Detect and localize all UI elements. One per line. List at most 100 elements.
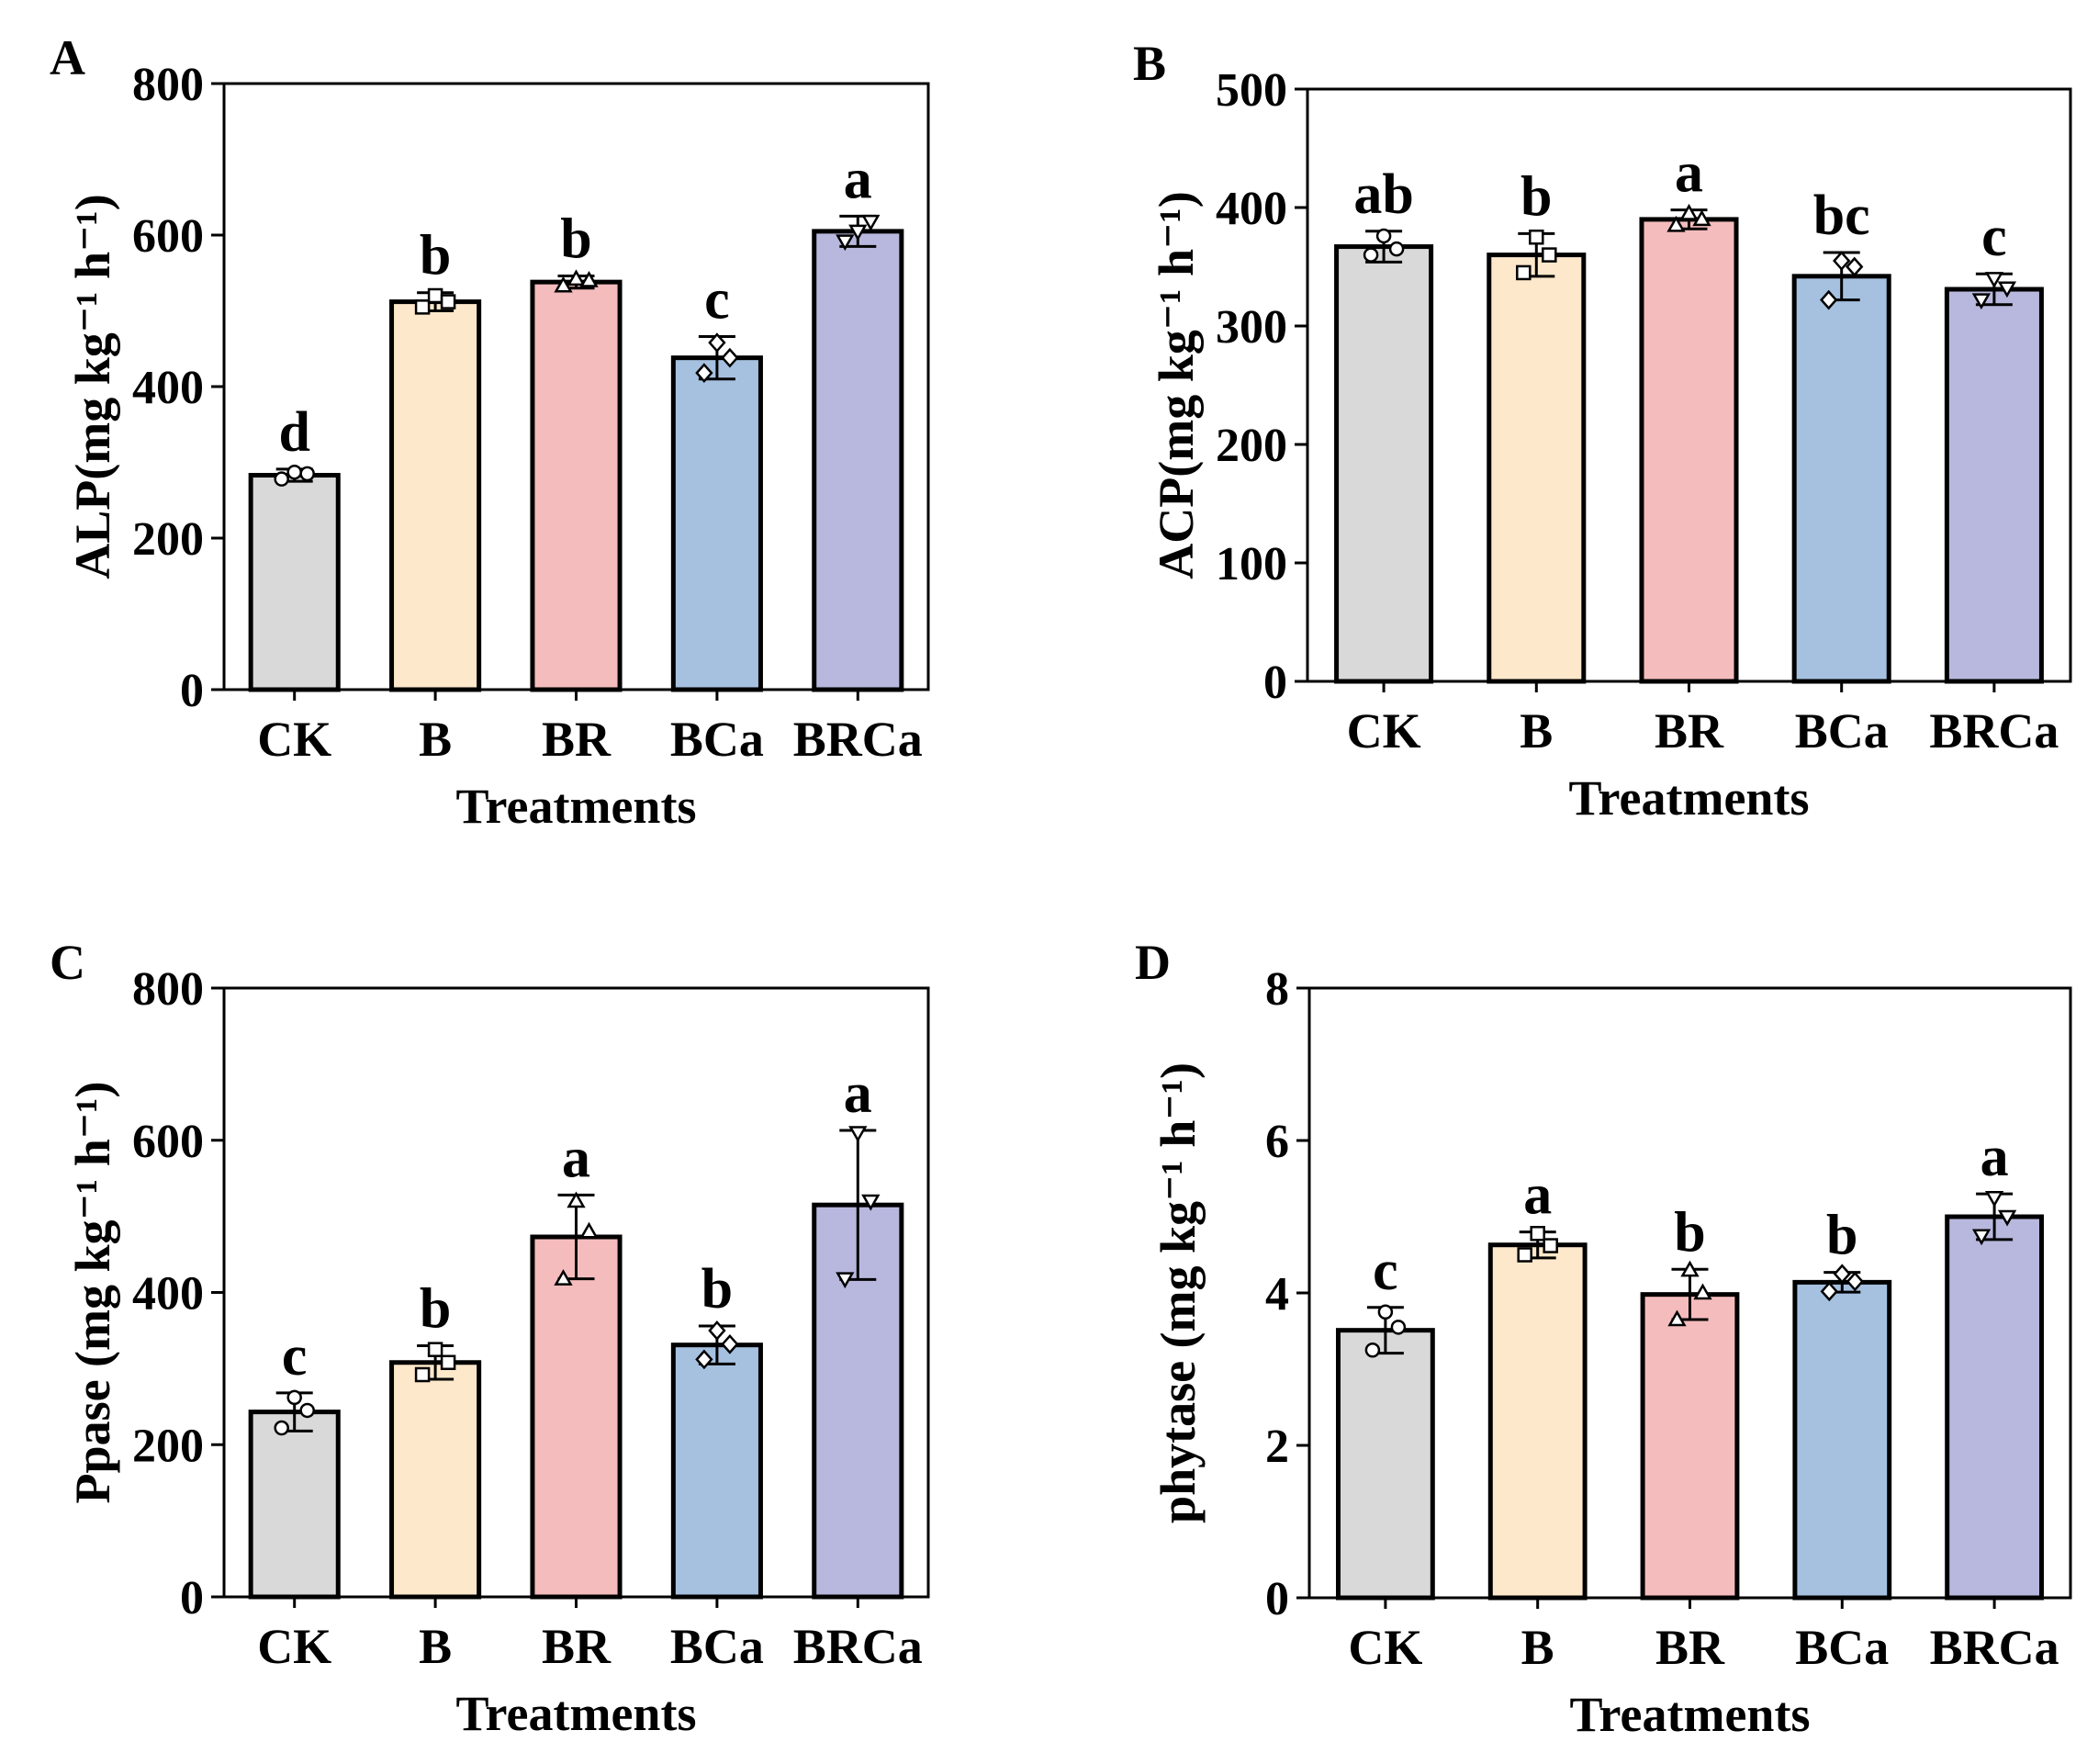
bar-B — [1487, 253, 1587, 684]
significance-letter: b — [420, 1278, 451, 1341]
data-point — [721, 347, 739, 368]
data-point — [1984, 1191, 2004, 1208]
data-point — [440, 1354, 456, 1370]
x-tick-label: BRCa — [1929, 703, 2059, 758]
bar-BR — [530, 1234, 623, 1600]
panel-label: A — [50, 30, 85, 85]
panel-B: B 0 100 200 300 400 500 ACP(mg kg⁻¹ h⁻¹) Treatme… — [1133, 36, 2072, 826]
y-tick-label: 500 — [1216, 64, 1287, 117]
y-tick-label: 0 — [1265, 1573, 1289, 1625]
bar-BR — [530, 279, 623, 692]
data-point — [440, 294, 456, 309]
y-axis-label: ALP(mg kg⁻¹ h⁻¹) — [65, 194, 120, 579]
data-point — [414, 1366, 431, 1383]
data-point — [708, 332, 726, 354]
bar-CK — [1334, 244, 1434, 684]
x-tick-label: B — [1520, 703, 1553, 758]
significance-letter: b — [560, 208, 591, 271]
panel-A: A 0 200 400 600 800 ALP(mg kg⁻¹ h⁻¹) Treatments… — [50, 30, 930, 834]
data-point — [1516, 264, 1532, 281]
data-point — [427, 1342, 443, 1357]
y-tick-label: 6 — [1265, 1116, 1289, 1168]
x-tick-label: BR — [542, 1619, 612, 1674]
x-tick-label: CK — [1347, 703, 1421, 758]
data-point — [1667, 1309, 1687, 1327]
data-point — [1820, 1281, 1838, 1302]
data-point — [1375, 228, 1392, 244]
x-tick-label: B — [419, 1619, 452, 1674]
significance-letter: b — [1520, 165, 1552, 228]
data-point — [836, 234, 855, 252]
y-tick-label: 200 — [132, 513, 204, 566]
data-point — [1997, 1209, 2017, 1227]
bar-BRCa — [1945, 1214, 2044, 1601]
data-point — [299, 466, 315, 482]
y-tick-label: 600 — [132, 210, 204, 263]
significance-letter: a — [844, 1062, 872, 1125]
data-point — [579, 270, 599, 287]
data-point — [1833, 251, 1851, 271]
significance-letter: a — [1523, 1164, 1552, 1227]
data-point — [579, 1221, 599, 1239]
data-point — [695, 363, 713, 384]
data-point — [1971, 1229, 1992, 1246]
data-point — [1997, 281, 2017, 298]
data-point — [1390, 1320, 1407, 1335]
x-tick-label: CK — [257, 1619, 331, 1674]
x-tick-label: BRCa — [1930, 1620, 2059, 1675]
x-tick-label: BCa — [670, 1619, 764, 1674]
y-tick-label: 400 — [1216, 183, 1287, 235]
data-point — [567, 269, 586, 287]
significance-letter: b — [420, 225, 451, 287]
y-tick-label: 100 — [1216, 538, 1287, 590]
bar-BCa — [1791, 274, 1891, 684]
bar-BR — [1639, 217, 1739, 684]
significance-letter: a — [1675, 142, 1703, 205]
data-point — [1517, 1247, 1532, 1263]
data-point — [1530, 1226, 1545, 1242]
data-point — [1846, 1271, 1864, 1292]
bar-B — [389, 299, 482, 692]
data-point — [848, 224, 868, 242]
significance-letter: c — [1981, 206, 2007, 268]
data-point — [1543, 1238, 1558, 1253]
x-tick-label: BCa — [1795, 1620, 1889, 1675]
bar-BRCa — [1944, 287, 2044, 684]
significance-letter: a — [844, 148, 872, 210]
y-tick-label: 600 — [132, 1116, 204, 1168]
data-point — [695, 1349, 713, 1370]
data-point — [567, 1191, 586, 1208]
significance-letter: c — [282, 1325, 308, 1388]
y-tick-label: 0 — [180, 1572, 204, 1624]
data-point — [861, 1194, 881, 1211]
bar-BCa — [670, 355, 763, 692]
y-tick-label: 200 — [1216, 420, 1287, 472]
data-point — [721, 1333, 739, 1354]
data-point — [274, 471, 289, 487]
data-point — [1679, 203, 1699, 220]
data-point — [286, 1389, 302, 1406]
significance-letter: b — [1674, 1201, 1705, 1264]
bar-B — [389, 1360, 482, 1600]
x-tick-label: CK — [1348, 1620, 1422, 1675]
y-tick-label: 8 — [1265, 963, 1289, 1016]
y-axis-label: phytase (mg kg⁻¹ h⁻¹) — [1150, 1062, 1206, 1523]
significance-letter: bc — [1813, 185, 1870, 247]
y-tick-label: 400 — [132, 1268, 204, 1320]
x-tick-label: BRCa — [793, 712, 923, 767]
panel-label: B — [1133, 36, 1166, 91]
x-tick-label: B — [419, 712, 452, 767]
x-axis-label: Treatments — [456, 1686, 697, 1741]
y-tick-label: 0 — [180, 665, 204, 717]
y-tick-label: 800 — [132, 963, 204, 1016]
panel-label: D — [1135, 935, 1171, 990]
data-point — [848, 1126, 868, 1142]
panel-D: D 0 2 4 6 8 phytase (mg kg⁻¹ h⁻¹) Treatments c CK… — [1135, 935, 2072, 1742]
significance-letter: c — [704, 269, 730, 331]
x-tick-label: BRCa — [793, 1619, 923, 1674]
y-tick-label: 4 — [1265, 1268, 1289, 1320]
data-point — [274, 1420, 289, 1436]
data-point — [861, 214, 881, 231]
data-point — [1846, 256, 1864, 277]
